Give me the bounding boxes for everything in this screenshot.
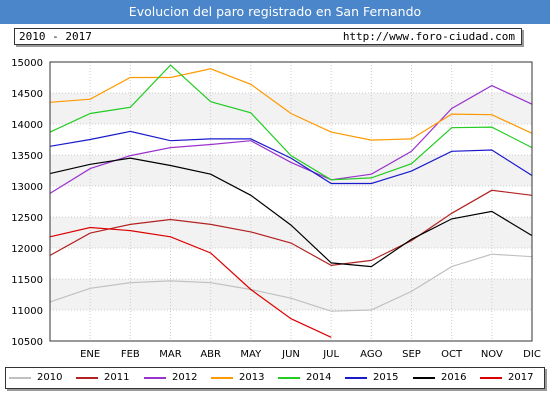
plot-border bbox=[49, 61, 533, 342]
plot-frame bbox=[49, 61, 533, 342]
legend-label: 2012 bbox=[172, 372, 198, 383]
x-tick-label: FEB bbox=[121, 349, 140, 360]
x-tick-label: AGO bbox=[360, 349, 382, 360]
y-tick-label: 15000 bbox=[11, 58, 43, 69]
series-line-2011 bbox=[49, 189, 533, 267]
site-url[interactable]: http://www.foro-ciudad.com bbox=[342, 30, 515, 43]
legend-label: 2016 bbox=[441, 372, 467, 383]
y-tick-label: 13500 bbox=[11, 151, 43, 162]
legend-label: 2010 bbox=[37, 372, 63, 383]
legend-swatch bbox=[413, 377, 435, 379]
x-tick-label: JUN bbox=[281, 349, 300, 360]
legend-label: 2014 bbox=[306, 372, 332, 383]
x-tick-labels: ENE FEB MAR ABR MAY JUN JUL AGO SEP OCT NOV DIC bbox=[80, 349, 541, 360]
legend-item-2012: 2012 bbox=[144, 368, 211, 388]
y-tick-label: 14000 bbox=[11, 120, 43, 131]
y-tick-label: 12500 bbox=[11, 213, 43, 224]
x-tick-label: MAR bbox=[159, 349, 181, 360]
legend-label: 2011 bbox=[104, 372, 130, 383]
y-tick-label: 10500 bbox=[11, 337, 43, 348]
y-tick-label: 13000 bbox=[11, 182, 43, 193]
chart-title: Evolucion del paro registrado en San Fer… bbox=[0, 0, 550, 24]
y-tick-labels: 10500 11000 11500 12000 12500 13000 13500 14000… bbox=[11, 58, 43, 348]
legend: 2010 2011 2012 2013 2014 2015 2016 2017 bbox=[5, 367, 545, 389]
x-tick-label: NOV bbox=[481, 349, 503, 360]
series-line-2013 bbox=[49, 68, 533, 141]
legend-swatch bbox=[345, 377, 367, 379]
y-tick-label: 11500 bbox=[11, 275, 43, 286]
legend-swatch bbox=[211, 377, 233, 379]
legend-item-2013: 2013 bbox=[211, 368, 278, 388]
series-line-2012 bbox=[49, 84, 533, 194]
info-bar: 2010 - 2017 http://www.foro-ciudad.com bbox=[14, 28, 522, 45]
series-line-2016 bbox=[49, 157, 533, 268]
x-tick-label: OCT bbox=[441, 349, 463, 360]
legend-item-2011: 2011 bbox=[76, 368, 143, 388]
x-tick-label: DIC bbox=[523, 349, 541, 360]
legend-item-2014: 2014 bbox=[278, 368, 345, 388]
legend-swatch bbox=[144, 377, 166, 379]
legend-swatch bbox=[480, 377, 502, 379]
x-tick-label: ABR bbox=[200, 349, 221, 360]
legend-item-2017: 2017 bbox=[480, 368, 547, 388]
x-tick-label: ENE bbox=[80, 349, 100, 360]
series-line-2014 bbox=[49, 64, 533, 181]
legend-label: 2017 bbox=[508, 372, 534, 383]
legend-item-2016: 2016 bbox=[413, 368, 480, 388]
series-line-2015 bbox=[49, 130, 533, 185]
x-tick-label: SEP bbox=[402, 349, 421, 360]
series-line-2017 bbox=[49, 226, 332, 338]
y-tick-label: 14500 bbox=[11, 89, 43, 100]
series-lines bbox=[49, 64, 533, 338]
x-tick-label: JUL bbox=[322, 349, 339, 360]
legend-item-2015: 2015 bbox=[345, 368, 412, 388]
x-tick-label: MAY bbox=[240, 349, 262, 360]
legend-label: 2013 bbox=[239, 372, 265, 383]
legend-item-2010: 2010 bbox=[9, 368, 76, 388]
y-tick-label: 12000 bbox=[11, 244, 43, 255]
series-line-2010 bbox=[49, 253, 533, 312]
period-label: 2010 - 2017 bbox=[19, 30, 92, 43]
legend-swatch bbox=[9, 377, 31, 379]
legend-swatch bbox=[76, 377, 98, 379]
legend-label: 2015 bbox=[373, 372, 399, 383]
y-tick-label: 11000 bbox=[11, 306, 43, 317]
legend-swatch bbox=[278, 377, 300, 379]
